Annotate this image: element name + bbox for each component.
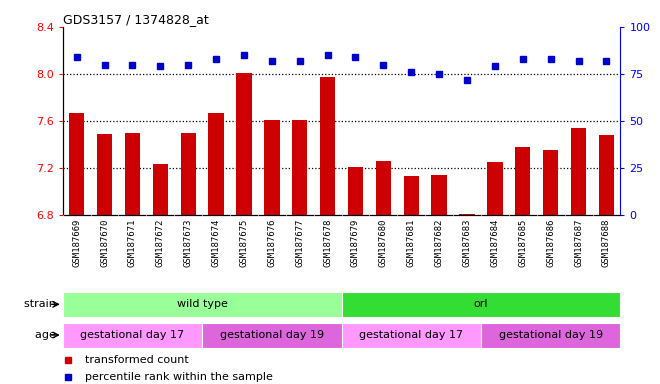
Bar xyxy=(543,151,558,215)
Text: gestational day 19: gestational day 19 xyxy=(220,330,324,340)
Text: GSM187671: GSM187671 xyxy=(128,219,137,267)
Text: GSM187683: GSM187683 xyxy=(463,219,471,267)
Bar xyxy=(481,323,620,348)
Bar xyxy=(376,161,391,215)
Bar xyxy=(320,78,335,215)
Bar xyxy=(202,323,342,348)
Text: gestational day 17: gestational day 17 xyxy=(359,330,463,340)
Text: GSM187678: GSM187678 xyxy=(323,219,332,267)
Text: GSM187687: GSM187687 xyxy=(574,219,583,267)
Text: GSM187677: GSM187677 xyxy=(295,219,304,267)
Bar xyxy=(63,292,342,317)
Text: percentile rank within the sample: percentile rank within the sample xyxy=(85,372,273,382)
Text: GSM187673: GSM187673 xyxy=(183,219,193,267)
Bar xyxy=(63,323,202,348)
Text: wild type: wild type xyxy=(177,299,228,310)
Bar xyxy=(342,323,481,348)
Text: GSM187674: GSM187674 xyxy=(212,219,220,267)
Text: GSM187684: GSM187684 xyxy=(490,219,500,267)
Text: transformed count: transformed count xyxy=(85,356,189,366)
Bar xyxy=(432,175,447,215)
Bar xyxy=(571,128,586,215)
Text: GSM187675: GSM187675 xyxy=(240,219,248,267)
Bar xyxy=(342,292,620,317)
Bar xyxy=(459,214,475,215)
Text: GSM187679: GSM187679 xyxy=(351,219,360,267)
Bar xyxy=(236,73,251,215)
Text: GSM187676: GSM187676 xyxy=(267,219,277,267)
Text: GSM187682: GSM187682 xyxy=(435,219,444,267)
Text: gestational day 17: gestational day 17 xyxy=(81,330,185,340)
Bar xyxy=(404,176,419,215)
Bar xyxy=(292,120,308,215)
Text: age: age xyxy=(35,330,59,340)
Bar xyxy=(69,113,84,215)
Bar xyxy=(152,164,168,215)
Bar xyxy=(599,135,614,215)
Text: GSM187686: GSM187686 xyxy=(546,219,555,267)
Text: GSM187672: GSM187672 xyxy=(156,219,165,267)
Text: GDS3157 / 1374828_at: GDS3157 / 1374828_at xyxy=(63,13,209,26)
Text: GSM187685: GSM187685 xyxy=(518,219,527,267)
Text: GSM187681: GSM187681 xyxy=(407,219,416,267)
Bar xyxy=(487,162,502,215)
Bar xyxy=(125,133,140,215)
Text: gestational day 19: gestational day 19 xyxy=(498,330,603,340)
Text: strain: strain xyxy=(24,299,59,310)
Text: GSM187688: GSM187688 xyxy=(602,219,611,267)
Bar xyxy=(97,134,112,215)
Text: GSM187669: GSM187669 xyxy=(72,219,81,267)
Text: GSM187680: GSM187680 xyxy=(379,219,388,267)
Bar xyxy=(515,147,531,215)
Text: orl: orl xyxy=(474,299,488,310)
Bar xyxy=(181,133,196,215)
Bar xyxy=(348,167,363,215)
Bar xyxy=(209,113,224,215)
Bar xyxy=(264,120,279,215)
Text: GSM187670: GSM187670 xyxy=(100,219,109,267)
